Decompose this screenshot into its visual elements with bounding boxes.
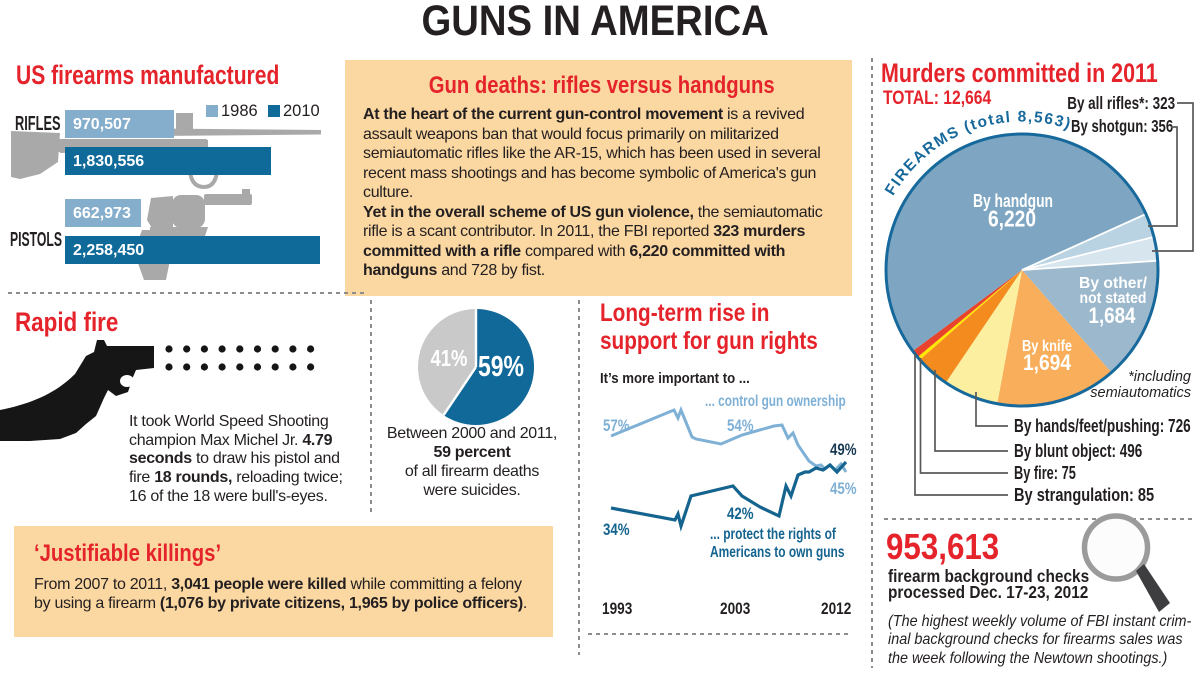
svg-text:1,684: 1,684 — [1089, 303, 1137, 328]
svg-text:not stated: not stated — [1080, 290, 1147, 307]
svg-text:59%: 59% — [478, 351, 524, 383]
svg-text:1,694: 1,694 — [1023, 350, 1072, 375]
svg-text:6,220: 6,220 — [988, 206, 1036, 232]
svg-text:By other/: By other/ — [1079, 275, 1148, 292]
svg-text:41%: 41% — [431, 345, 468, 371]
svg-text:By handgun: By handgun — [973, 191, 1053, 211]
svg-text:By knife: By knife — [1022, 338, 1072, 355]
